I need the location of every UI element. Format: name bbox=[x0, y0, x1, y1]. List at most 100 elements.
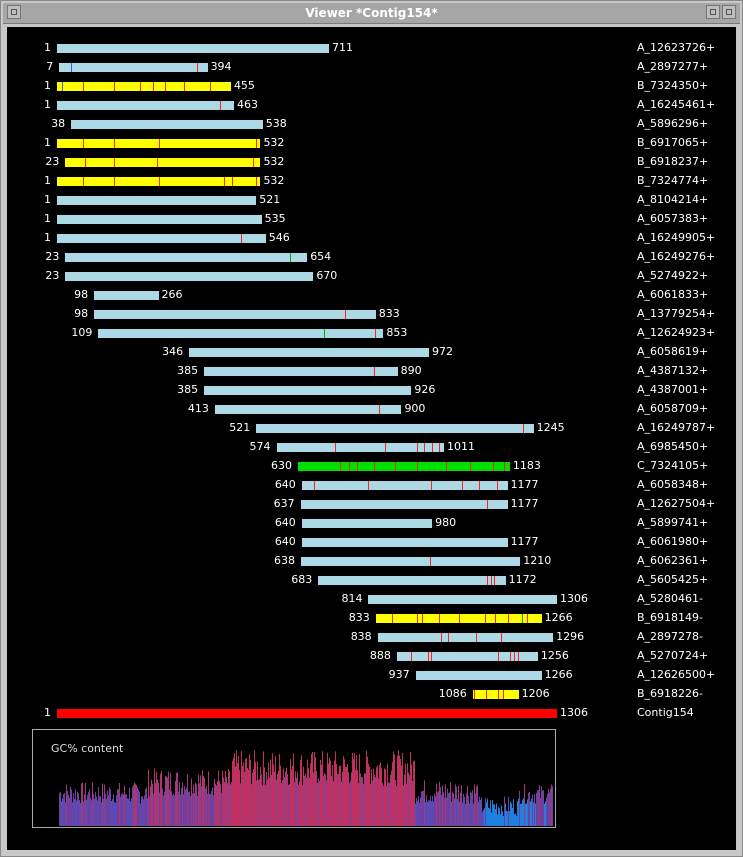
read-row[interactable]: 640 1177 A_6058348+ bbox=[7, 478, 736, 491]
read-bar[interactable] bbox=[57, 44, 330, 53]
read-start: 385 bbox=[177, 383, 199, 396]
read-name: B_7324774+ bbox=[637, 174, 709, 187]
gc-bar bbox=[326, 780, 327, 826]
read-row[interactable]: 640 1177 A_6061980+ bbox=[7, 535, 736, 548]
read-row[interactable]: 1 521 A_8104214+ bbox=[7, 193, 736, 206]
gc-bar bbox=[351, 772, 352, 826]
read-bar[interactable] bbox=[57, 234, 266, 243]
read-row[interactable]: 7 394 A_2897277+ bbox=[7, 60, 736, 73]
read-row[interactable]: 346 972 A_6058619+ bbox=[7, 345, 736, 358]
read-bar[interactable] bbox=[57, 139, 261, 148]
read-row[interactable]: 385 890 A_4387132+ bbox=[7, 364, 736, 377]
read-row[interactable]: 109 853 A_12624923+ bbox=[7, 326, 736, 339]
gc-bar bbox=[521, 803, 522, 826]
read-bar[interactable] bbox=[214, 405, 402, 414]
gc-bar bbox=[302, 784, 303, 826]
read-bar[interactable] bbox=[71, 120, 263, 129]
read-row[interactable]: 23 532 B_6918237+ bbox=[7, 155, 736, 168]
gc-bar bbox=[214, 779, 215, 826]
read-bar[interactable] bbox=[297, 462, 510, 471]
read-row[interactable]: 1086 1206 B_6918226- bbox=[7, 687, 736, 700]
read-bar[interactable] bbox=[204, 367, 398, 376]
read-bar[interactable] bbox=[59, 63, 208, 72]
read-bar[interactable] bbox=[301, 557, 521, 566]
read-row[interactable]: 637 1177 A_12627504+ bbox=[7, 497, 736, 510]
read-row[interactable]: 1 711 A_12623726+ bbox=[7, 41, 736, 54]
read-row[interactable]: 638 1210 A_6062361+ bbox=[7, 554, 736, 567]
read-row[interactable]: 1 455 B_7324350+ bbox=[7, 79, 736, 92]
read-row[interactable]: 640 980 A_5899741+ bbox=[7, 516, 736, 529]
read-bar[interactable] bbox=[396, 652, 538, 661]
read-bar[interactable] bbox=[57, 177, 261, 186]
read-bar[interactable] bbox=[204, 386, 412, 395]
read-bar[interactable] bbox=[256, 424, 534, 433]
read-row[interactable]: 38 538 A_5896296+ bbox=[7, 117, 736, 130]
maximize-button[interactable] bbox=[722, 5, 736, 19]
read-bar[interactable] bbox=[318, 576, 506, 585]
read-row[interactable]: 98 266 A_6061833+ bbox=[7, 288, 736, 301]
gc-bar bbox=[493, 804, 494, 826]
contig-consensus-row[interactable]: 1 1306 Contig154 bbox=[7, 706, 736, 719]
gc-bar bbox=[525, 803, 526, 826]
read-row[interactable]: 385 926 A_4387001+ bbox=[7, 383, 736, 396]
read-row[interactable]: 23 654 A_16249276+ bbox=[7, 250, 736, 263]
read-bar[interactable] bbox=[98, 329, 384, 338]
read-row[interactable]: 1 535 A_6057383+ bbox=[7, 212, 736, 225]
minimize-button[interactable] bbox=[706, 5, 720, 19]
read-row[interactable]: 1 463 A_16245461+ bbox=[7, 98, 736, 111]
read-row[interactable]: 888 1256 A_5270724+ bbox=[7, 649, 736, 662]
read-row[interactable]: 1 532 B_6917065+ bbox=[7, 136, 736, 149]
read-bar[interactable] bbox=[94, 291, 159, 300]
read-bar[interactable] bbox=[301, 538, 508, 547]
read-bar[interactable] bbox=[368, 595, 557, 604]
read-row[interactable]: 23 670 A_5274922+ bbox=[7, 269, 736, 282]
gc-bar bbox=[397, 755, 398, 826]
gc-bar bbox=[144, 795, 145, 826]
read-row[interactable]: 630 1183 C_7324105+ bbox=[7, 459, 736, 472]
read-bar[interactable] bbox=[65, 272, 314, 281]
read-row[interactable]: 937 1266 A_12626500+ bbox=[7, 668, 736, 681]
gc-bar bbox=[547, 793, 548, 826]
gc-bar bbox=[202, 769, 203, 826]
read-end: 546 bbox=[268, 231, 290, 244]
read-bar[interactable] bbox=[301, 481, 508, 490]
read-row[interactable]: 521 1245 A_16249787+ bbox=[7, 421, 736, 434]
contig-canvas[interactable]: GC% content 1 711 A_12623726+ 7 394 A_2897277… bbox=[7, 27, 736, 850]
read-bar[interactable] bbox=[300, 500, 508, 509]
read-row[interactable]: 98 833 A_13779254+ bbox=[7, 307, 736, 320]
gc-bar bbox=[116, 794, 117, 826]
read-row[interactable]: 574 1011 A_6985450+ bbox=[7, 440, 736, 453]
read-bar[interactable] bbox=[57, 82, 231, 91]
read-bar[interactable] bbox=[57, 215, 262, 224]
read-bar[interactable] bbox=[472, 690, 519, 699]
read-bar[interactable] bbox=[301, 519, 433, 528]
read-bar[interactable] bbox=[65, 253, 308, 262]
gc-bar bbox=[290, 759, 291, 826]
read-row[interactable]: 814 1306 A_5280461- bbox=[7, 592, 736, 605]
read-row[interactable]: 1 546 A_16249905+ bbox=[7, 231, 736, 244]
read-row[interactable]: 838 1296 A_2897278- bbox=[7, 630, 736, 643]
read-bar[interactable] bbox=[375, 614, 542, 623]
read-start: 1 bbox=[44, 174, 51, 187]
gc-bar bbox=[476, 786, 477, 826]
read-bar[interactable] bbox=[189, 348, 430, 357]
read-row[interactable]: 1 532 B_7324774+ bbox=[7, 174, 736, 187]
gc-bar bbox=[93, 794, 94, 826]
read-row[interactable]: 413 900 A_6058709+ bbox=[7, 402, 736, 415]
gc-bar bbox=[235, 766, 236, 826]
contig-bar[interactable] bbox=[57, 709, 557, 718]
read-bar[interactable] bbox=[65, 158, 261, 167]
read-bar[interactable] bbox=[377, 633, 554, 642]
gc-bar bbox=[73, 793, 74, 826]
read-row[interactable]: 683 1172 A_5605425+ bbox=[7, 573, 736, 586]
read-bar[interactable] bbox=[57, 196, 257, 205]
read-bar[interactable] bbox=[57, 101, 234, 110]
read-bar[interactable] bbox=[276, 443, 444, 452]
gc-bar bbox=[161, 770, 162, 826]
window-menu-button[interactable] bbox=[7, 5, 21, 19]
title-bar[interactable]: Viewer *Contig154* bbox=[3, 3, 740, 24]
read-row[interactable]: 833 1266 B_6918149- bbox=[7, 611, 736, 624]
gc-bar bbox=[177, 772, 178, 826]
read-bar[interactable] bbox=[94, 310, 376, 319]
read-bar[interactable] bbox=[415, 671, 542, 680]
